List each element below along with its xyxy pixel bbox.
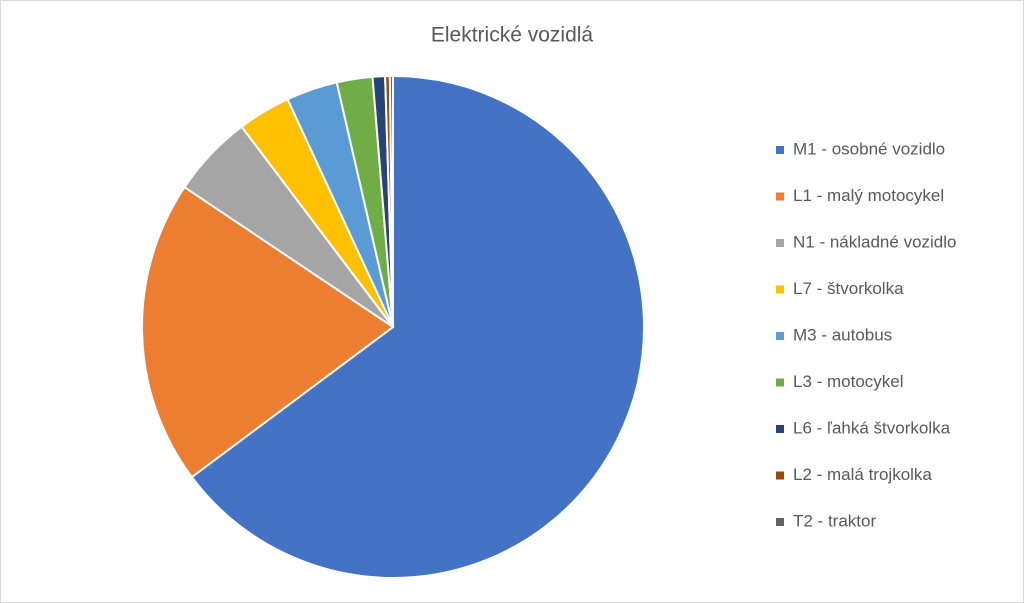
legend-swatch	[776, 192, 784, 201]
legend-swatch	[776, 518, 784, 526]
legend-text: N1 - nákladné vozidlo	[793, 232, 956, 251]
legend-swatch	[776, 146, 784, 154]
chart-title: Elektrické vozidlá	[431, 24, 594, 47]
legend-swatch	[776, 332, 784, 340]
legend-text: L1 - malý motocykel	[793, 186, 944, 205]
legend-text: T2 - traktor	[793, 511, 876, 530]
pie-slice	[190, 74, 645, 579]
legend-swatch	[776, 471, 784, 480]
pie-slice	[141, 185, 395, 479]
legend-text: M3 - autobus	[793, 325, 892, 344]
legend-text: L7 - štvorkolka	[793, 279, 904, 298]
legend-text: L6 - ľahká štvorkolka	[793, 418, 951, 437]
legend-text: M1 - osobné vozidlo	[793, 139, 945, 158]
legend-swatch	[776, 378, 784, 387]
legend-text: L2 - malá trojkolka	[793, 465, 932, 484]
legend-swatch	[776, 239, 784, 247]
pie-slice	[388, 74, 394, 328]
legend-text: L3 - motocykel	[793, 372, 904, 391]
legend-swatch	[776, 285, 784, 294]
legend-swatch	[776, 425, 784, 433]
